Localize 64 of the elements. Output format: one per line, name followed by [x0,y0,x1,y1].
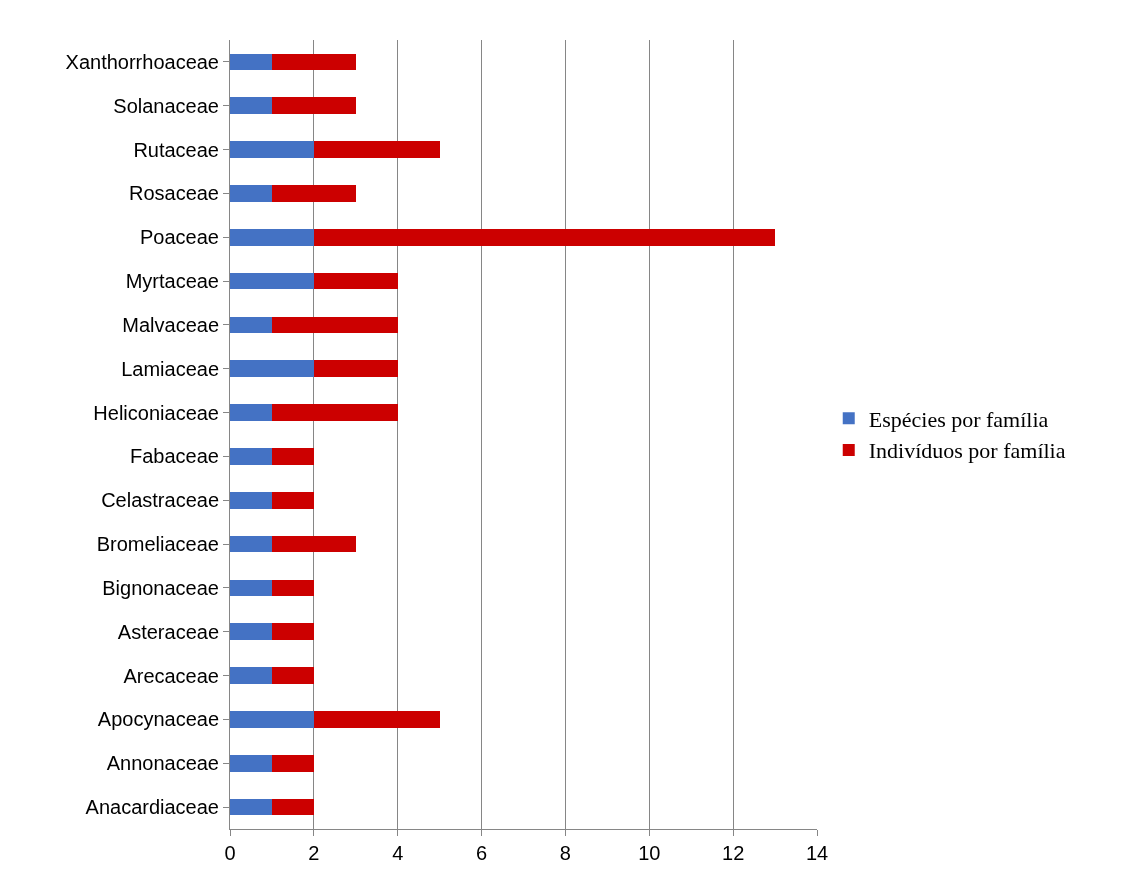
x-tick-label: 2 [308,842,320,864]
bar [271,667,314,684]
bar [230,711,314,728]
bar [271,316,398,334]
y-tick-label: Bignonaceae [102,576,219,599]
x-tick-label: 4 [392,842,404,864]
y-tick-label: Malvaceae [122,313,219,336]
y-tick-label: Heliconiaceae [93,401,219,424]
bar [271,404,398,421]
bar [271,53,356,71]
bar [230,316,272,334]
y-tick-label: Bromeliaceae [96,533,219,556]
bar [313,272,398,290]
bar [271,623,314,641]
bar [313,141,440,158]
x-tick-label: 12 [722,842,745,864]
bar [313,711,440,728]
bar [230,754,272,772]
bar [313,360,398,378]
bar [230,185,272,202]
bar [230,404,272,421]
bar [271,798,314,816]
bar [271,535,356,553]
y-tick-label: Fabaceae [130,445,219,468]
y-tick-label: Lamiaceae [121,357,219,380]
bar [230,360,314,378]
y-tick-label: Apocynaceae [97,708,219,731]
bar [271,579,314,597]
bar [230,228,314,246]
bar [230,272,314,290]
bar [313,228,776,246]
bar [271,491,314,509]
bar [230,491,272,509]
bar [230,448,272,465]
bar [271,185,356,202]
bar [230,623,272,641]
y-tick-label: Rutaceae [133,138,219,161]
legend-label: Indivíduos por família [868,438,1066,464]
y-tick-label: Rosaceae [128,182,219,205]
bar [230,798,272,816]
bar [230,535,272,553]
bar [271,448,314,465]
y-tick-label: Solanaceae [113,94,219,117]
y-tick-label: Poaceae [140,226,219,249]
bar [230,141,314,158]
y-tick-label: Asteraceae [117,620,219,643]
x-tick-label: 6 [476,842,488,864]
x-tick-label: 8 [559,842,571,864]
bar [271,754,314,772]
y-tick-label: Celastraceae [101,489,219,512]
bar [230,579,272,597]
bar [230,667,272,684]
x-tick-label: 10 [638,842,661,864]
bar [230,97,272,115]
y-tick-label: Arecaceae [123,664,219,687]
y-tick-label: Xanthorrhoaceae [65,50,219,73]
y-tick-label: Anacardiaceae [85,796,219,819]
bar [230,53,272,71]
y-tick-label: Myrtaceae [125,270,219,293]
x-tick-label: 14 [805,842,829,864]
bar [271,97,356,115]
y-tick-label: Annonaceae [106,752,219,775]
legend-label: Espécies por família [868,406,1049,432]
x-tick-label: 0 [224,842,236,864]
